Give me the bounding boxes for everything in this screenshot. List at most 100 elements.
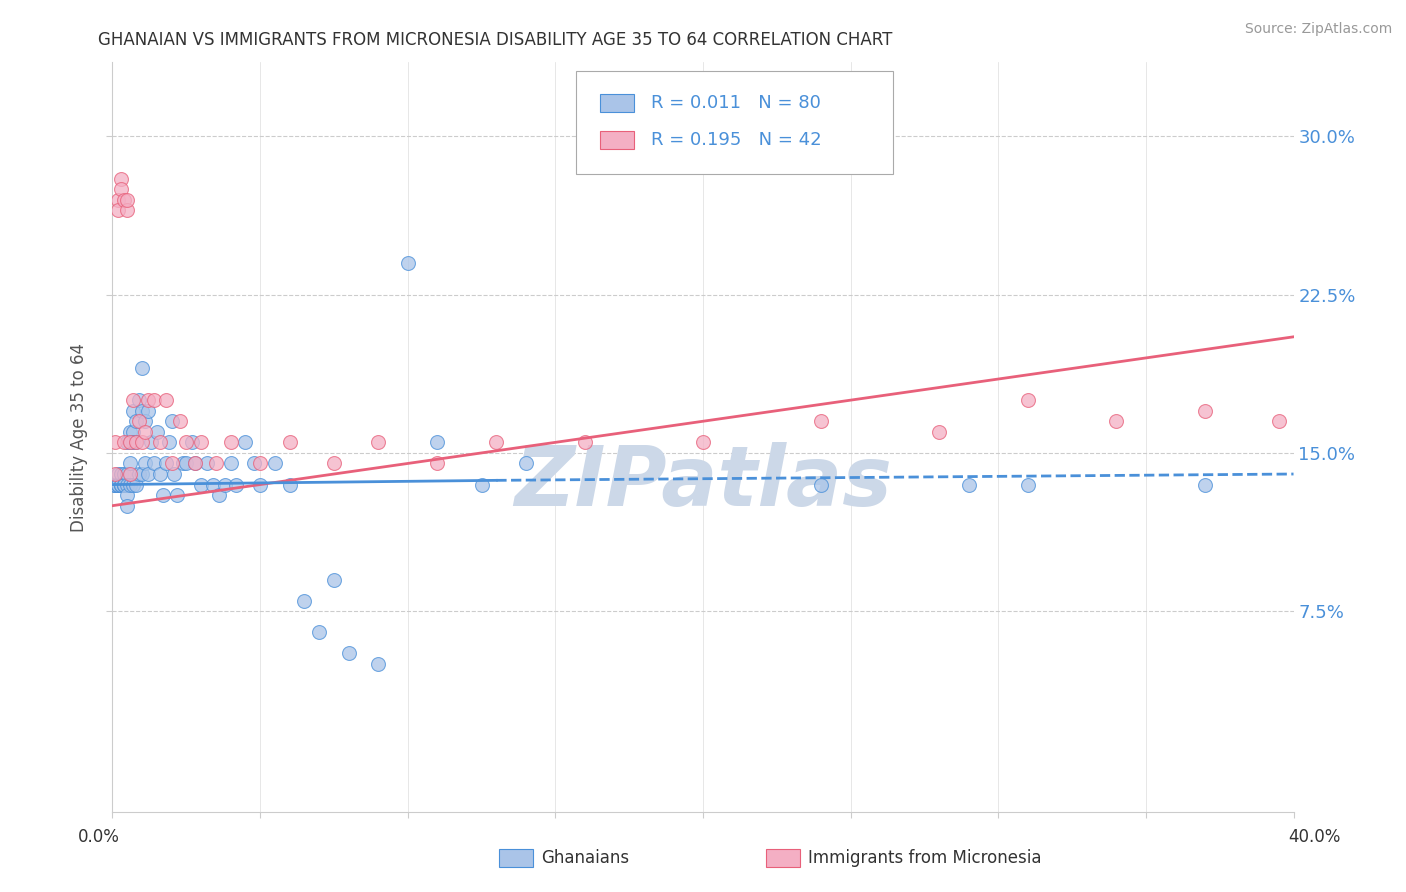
Point (195, 457, 218, 471)
Point (172, 457, 194, 471)
Point (117, 467, 138, 481)
Point (928, 425, 950, 439)
Point (470, 477, 494, 491)
Point (122, 435, 145, 450)
Point (107, 193, 129, 207)
Point (122, 477, 145, 491)
Point (128, 393, 150, 408)
Point (810, 477, 832, 491)
Point (249, 477, 271, 491)
Point (278, 435, 301, 450)
Point (1194, 403, 1216, 417)
Point (205, 457, 228, 471)
Point (1268, 414, 1291, 428)
Point (131, 435, 153, 450)
Point (134, 457, 156, 471)
Point (112, 477, 135, 491)
Point (110, 477, 132, 491)
Point (323, 457, 346, 471)
Point (169, 414, 191, 428)
Point (485, 435, 508, 450)
Point (107, 477, 129, 491)
Point (426, 435, 449, 450)
Point (157, 435, 180, 450)
Point (139, 435, 162, 450)
Point (117, 499, 138, 513)
Text: R = 0.011   N = 80: R = 0.011 N = 80 (651, 94, 821, 112)
Point (107, 203, 129, 218)
Point (112, 467, 135, 481)
Text: Source: ZipAtlas.com: Source: ZipAtlas.com (1244, 22, 1392, 37)
Point (136, 393, 159, 408)
Text: GHANAIAN VS IMMIGRANTS FROM MICRONESIA DISABILITY AGE 35 TO 64 CORRELATION CHART: GHANAIAN VS IMMIGRANTS FROM MICRONESIA D… (98, 31, 893, 49)
Y-axis label: Disability Age 35 to 64: Disability Age 35 to 64 (70, 343, 89, 532)
Point (131, 467, 153, 481)
Point (214, 477, 236, 491)
Text: Immigrants from Micronesia: Immigrants from Micronesia (808, 849, 1042, 867)
Point (1017, 393, 1039, 408)
Point (149, 435, 172, 450)
Point (122, 425, 145, 439)
Point (1105, 414, 1128, 428)
Point (122, 393, 145, 408)
Point (125, 477, 148, 491)
Point (146, 425, 169, 439)
Point (396, 256, 419, 270)
Point (692, 435, 714, 450)
Point (112, 477, 135, 491)
Point (136, 467, 159, 481)
Point (163, 467, 186, 481)
Point (104, 477, 127, 491)
Point (515, 457, 537, 471)
Point (120, 435, 142, 450)
Point (1017, 477, 1039, 491)
Point (104, 467, 127, 481)
Point (810, 414, 832, 428)
Point (233, 435, 256, 450)
Point (112, 435, 135, 450)
Point (190, 435, 212, 450)
Point (184, 457, 207, 471)
Point (104, 477, 127, 491)
Point (128, 414, 150, 428)
Point (110, 182, 132, 196)
Text: ZIPatlas: ZIPatlas (515, 442, 891, 523)
Text: 40.0%: 40.0% (1288, 828, 1341, 846)
Point (107, 477, 129, 491)
Point (120, 477, 142, 491)
Point (104, 477, 127, 491)
Point (117, 203, 138, 218)
Point (125, 414, 148, 428)
Point (136, 403, 159, 417)
Point (308, 625, 330, 640)
Point (181, 435, 204, 450)
Point (131, 361, 153, 376)
Point (367, 435, 389, 450)
Point (249, 457, 271, 471)
Point (107, 477, 129, 491)
Point (1194, 477, 1216, 491)
Point (142, 457, 165, 471)
Point (120, 467, 142, 481)
Point (219, 457, 242, 471)
Point (337, 647, 360, 661)
Point (117, 488, 138, 502)
Point (292, 593, 315, 607)
Text: 0.0%: 0.0% (77, 828, 120, 846)
Point (278, 477, 301, 491)
Point (120, 425, 142, 439)
Point (110, 467, 132, 481)
Point (957, 477, 980, 491)
Point (174, 435, 197, 450)
Point (367, 657, 389, 671)
Point (155, 393, 177, 408)
Point (134, 425, 156, 439)
Point (104, 435, 127, 450)
Text: R = 0.195   N = 42: R = 0.195 N = 42 (651, 131, 821, 149)
Point (264, 457, 287, 471)
Point (110, 477, 132, 491)
Point (160, 457, 183, 471)
Point (190, 477, 212, 491)
Point (323, 573, 346, 587)
Point (574, 435, 596, 450)
